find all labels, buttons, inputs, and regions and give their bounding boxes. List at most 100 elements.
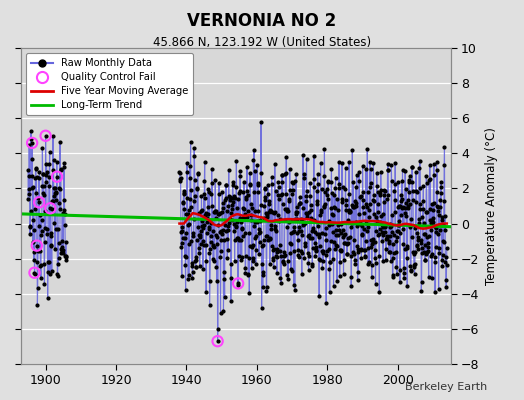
Point xyxy=(238,205,247,211)
Point xyxy=(348,179,357,186)
Point xyxy=(239,189,248,195)
Point xyxy=(193,185,202,191)
Point xyxy=(45,259,53,266)
Point xyxy=(291,287,299,293)
Point xyxy=(369,235,377,242)
Point xyxy=(418,250,426,256)
Point xyxy=(247,265,256,271)
Point xyxy=(331,204,339,211)
Point xyxy=(373,218,381,225)
Point xyxy=(209,242,217,249)
Point xyxy=(304,266,313,273)
Point xyxy=(218,189,226,196)
Point xyxy=(27,127,35,134)
Point xyxy=(177,244,185,250)
Point xyxy=(413,243,421,250)
Point xyxy=(347,282,355,289)
Point xyxy=(429,215,438,221)
Point xyxy=(294,254,303,260)
Point xyxy=(389,254,397,261)
Point xyxy=(310,153,318,160)
Point xyxy=(30,256,38,263)
Point xyxy=(24,166,32,173)
Point xyxy=(55,200,63,206)
Point xyxy=(302,210,310,216)
Point xyxy=(40,192,48,199)
Point xyxy=(45,161,53,168)
Point xyxy=(256,217,264,224)
Point xyxy=(25,191,33,197)
Point xyxy=(299,175,308,181)
Point xyxy=(434,286,443,292)
Point xyxy=(267,222,276,228)
Point xyxy=(231,258,239,264)
Point xyxy=(319,258,328,265)
Point xyxy=(399,270,408,276)
Point xyxy=(260,214,268,221)
Point xyxy=(367,274,376,280)
Point xyxy=(303,214,312,220)
Point xyxy=(237,218,246,225)
Point xyxy=(420,231,428,237)
Point xyxy=(186,175,194,181)
Point xyxy=(195,232,204,238)
Point xyxy=(195,263,204,270)
Point xyxy=(28,239,37,245)
Point xyxy=(396,202,404,209)
Point xyxy=(320,172,329,179)
Point xyxy=(333,196,342,202)
Point xyxy=(35,175,43,182)
Point xyxy=(265,201,273,207)
Point xyxy=(205,249,214,256)
Point xyxy=(175,169,183,176)
Point xyxy=(214,222,222,229)
Point xyxy=(406,201,414,207)
Point xyxy=(334,207,342,213)
Point xyxy=(386,221,395,228)
Point xyxy=(400,275,408,282)
Point xyxy=(229,199,237,205)
Point xyxy=(313,171,322,177)
Point xyxy=(394,204,402,210)
Point xyxy=(232,158,241,164)
Point xyxy=(387,223,395,230)
Point xyxy=(223,255,232,262)
Point xyxy=(334,185,343,192)
Point xyxy=(46,271,54,278)
Point xyxy=(177,229,185,235)
Point xyxy=(242,195,250,202)
Point xyxy=(321,189,329,196)
Point xyxy=(29,216,37,223)
Point xyxy=(401,210,409,217)
Point xyxy=(216,229,224,235)
Point xyxy=(225,167,233,173)
Point xyxy=(278,171,287,178)
Point xyxy=(414,237,422,243)
Point xyxy=(384,191,392,198)
Point xyxy=(281,206,289,212)
Point xyxy=(393,228,401,234)
Point xyxy=(250,147,258,153)
Point xyxy=(250,208,259,214)
Point xyxy=(386,233,395,240)
Point xyxy=(418,214,427,220)
Point xyxy=(256,229,264,236)
Point xyxy=(316,212,324,218)
Point xyxy=(228,182,237,188)
Point xyxy=(276,248,284,254)
Point xyxy=(292,210,300,217)
Point xyxy=(52,188,60,195)
Point xyxy=(375,226,384,232)
Point xyxy=(301,242,309,249)
Point xyxy=(225,220,233,226)
Point xyxy=(262,232,270,239)
Point xyxy=(383,233,391,240)
Point xyxy=(328,190,336,196)
Point xyxy=(315,257,324,264)
Point xyxy=(56,186,64,192)
Point xyxy=(258,260,266,267)
Point xyxy=(60,196,69,203)
Point xyxy=(269,256,277,263)
Point xyxy=(60,164,68,171)
Point xyxy=(311,247,320,254)
